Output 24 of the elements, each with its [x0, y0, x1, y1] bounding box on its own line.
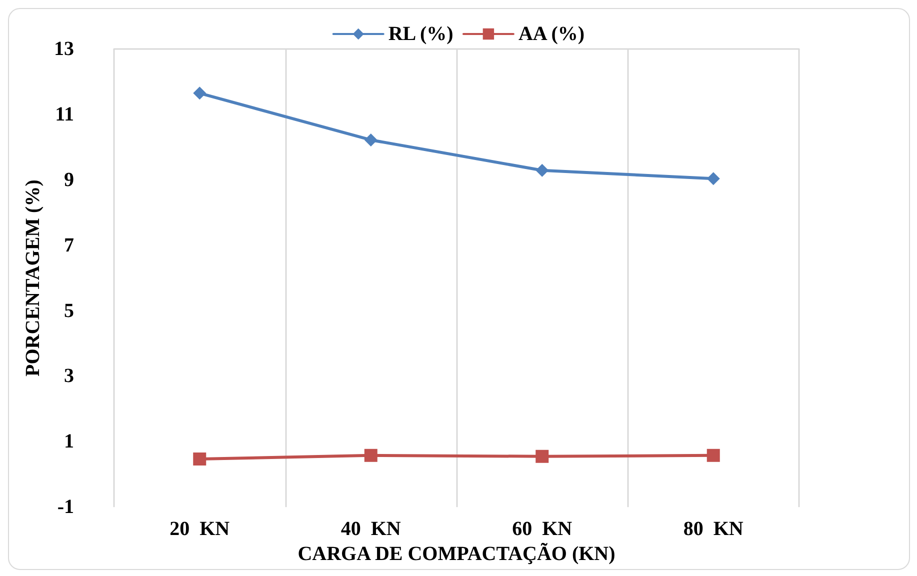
x-tick-label: 80 KN	[683, 518, 744, 540]
x-tick-label: 20 KN	[170, 518, 230, 540]
y-tick-label: 13	[54, 38, 74, 60]
legend-label: AA (%)	[518, 23, 585, 45]
y-axis-title: PORCENTAGEM (%)	[22, 180, 44, 376]
y-tick-label: -1	[57, 496, 74, 518]
x-tick-label: 40 KN	[340, 518, 402, 540]
point	[536, 164, 549, 177]
y-tick-label: 7	[64, 234, 74, 256]
point	[706, 172, 720, 186]
legend-label: RL (%)	[388, 23, 454, 45]
point	[706, 448, 720, 462]
y-tick-label: 3	[64, 365, 74, 388]
point	[364, 133, 378, 146]
y-tick-label: 1	[64, 430, 74, 453]
x-axis-title: CARGA DE COMPACTAÇÃO (KN)	[298, 542, 616, 565]
point	[193, 86, 206, 100]
y-tick-label: 5	[64, 300, 74, 322]
y-tick-label: 9	[64, 168, 74, 191]
point	[193, 452, 206, 466]
point	[364, 448, 378, 462]
x-tick-label: 60 KN	[512, 518, 573, 540]
y-tick-label: 11	[55, 103, 74, 126]
point	[536, 450, 549, 463]
